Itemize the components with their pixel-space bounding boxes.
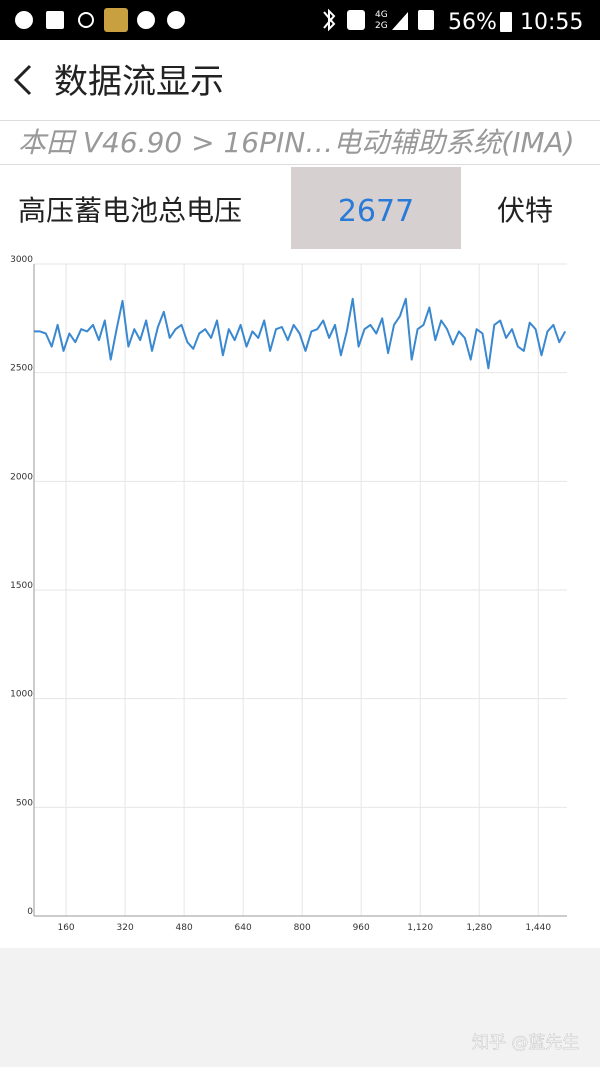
sync-icon (347, 10, 365, 30)
watermark-text: 知乎 @蓝先生 (472, 1033, 579, 1053)
y-tick-label: 1500 (10, 581, 33, 591)
app-icon (104, 8, 128, 32)
network-type: 2G (375, 21, 388, 31)
battery-level: 56% (448, 10, 497, 35)
back-button[interactable] (13, 64, 32, 96)
x-tick-label: 960 (353, 923, 370, 933)
y-tick-label: 3000 (10, 255, 33, 265)
clock: 10:55 (520, 10, 583, 35)
wechat-icon (167, 11, 185, 29)
x-tick-label: 1,120 (407, 923, 433, 933)
value-box (291, 167, 461, 249)
y-tick-label: 2500 (10, 364, 33, 374)
page-title: 数据流显示 (54, 62, 224, 102)
status-bar: 4G 2G 56% 10:55 (0, 0, 600, 40)
x-tick-label: 800 (294, 923, 311, 933)
reading-label: 高压蓄电池总电压 (18, 194, 242, 227)
y-tick-label: 2000 (10, 472, 33, 482)
x-tick-label: 640 (235, 923, 252, 933)
app-icon (78, 12, 94, 28)
reading-value: 2677 (338, 194, 414, 229)
y-tick-label: 500 (16, 798, 33, 808)
wechat-icon (137, 11, 155, 29)
x-tick-label: 1,440 (525, 923, 551, 933)
x-tick-label: 1,280 (466, 923, 492, 933)
x-tick-label: 480 (176, 923, 193, 933)
chart: 0 500 1000 1500 2000 2500 3000 160 320 480 640 800 9… (0, 250, 600, 948)
bluetooth-icon (323, 8, 336, 32)
x-tick-label: 320 (117, 923, 134, 933)
wechat-icon (15, 11, 33, 29)
y-tick-label: 1000 (10, 690, 33, 700)
header: 数据流显示 (0, 40, 600, 120)
x-tick-label: 160 (57, 923, 74, 933)
gallery-icon (46, 11, 64, 29)
watermark: 知乎 @蓝先生 (472, 1033, 580, 1053)
reading-unit: 伏特 (497, 194, 553, 227)
battery-icon (500, 12, 512, 32)
network-type: 4G (375, 10, 388, 20)
breadcrumb: 本田 V46.90 > 16PIN…电动辅助系统(IMA) (0, 120, 600, 165)
signal-icon (392, 12, 408, 30)
y-tick-label: 0 (27, 907, 33, 917)
reading-row: 高压蓄电池总电压 2677 伏特 (0, 165, 600, 250)
notification-icons (15, 8, 512, 32)
data-line (34, 297, 567, 370)
sim-icon (418, 10, 434, 30)
